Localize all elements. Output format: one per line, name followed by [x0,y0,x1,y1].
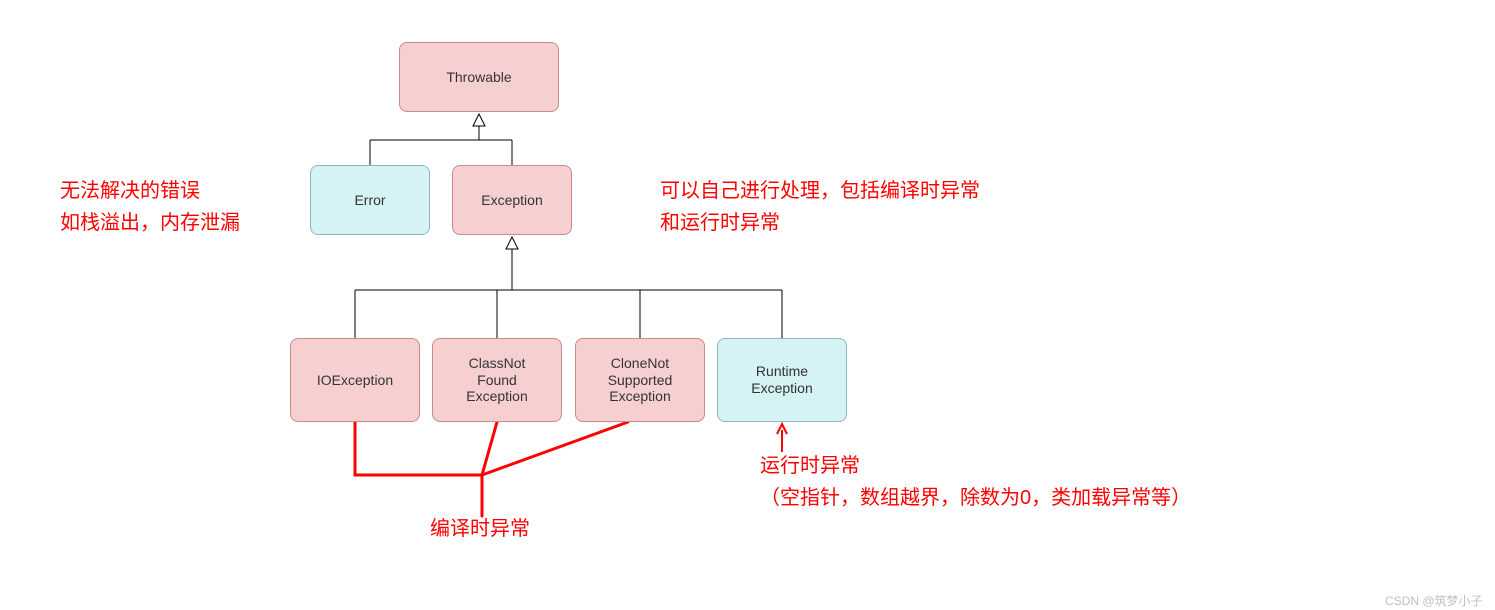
node-label: Runtime Exception [751,363,812,397]
connector-layer [0,0,1495,610]
node-label: Error [354,192,385,209]
annotation-compile-time: 编译时异常 [430,513,530,545]
red-compile-lines [355,422,628,516]
node-exception: Exception [452,165,572,235]
watermark: CSDN @筑梦小子 [1385,592,1483,609]
annotation-line: （空指针，数组越界，除数为0，类加载异常等） [760,482,1191,514]
node-label: Exception [481,192,542,209]
annotation-text: 编译时异常 [430,518,530,540]
annotation-line: 如栈溢出，内存泄漏 [60,207,240,239]
node-error: Error [310,165,430,235]
node-label: Throwable [446,69,511,86]
node-ioexception: IOException [290,338,420,422]
red-runtime-arrow [777,424,787,452]
node-runtime: Runtime Exception [717,338,847,422]
node-clonenot: CloneNot Supported Exception [575,338,705,422]
annotation-line: 可以自己进行处理，包括编译时异常 [660,175,980,207]
node-classnotfound: ClassNot Found Exception [432,338,562,422]
tree-level1 [370,114,512,165]
node-label: IOException [317,372,393,389]
annotation-line: 无法解决的错误 [60,175,240,207]
node-throwable: Throwable [399,42,559,112]
annotation-error: 无法解决的错误 如栈溢出，内存泄漏 [60,175,240,239]
annotation-exception: 可以自己进行处理，包括编译时异常 和运行时异常 [660,175,980,239]
node-label: ClassNot Found Exception [466,355,527,405]
annotation-line: 和运行时异常 [660,207,980,239]
node-label: CloneNot Supported Exception [608,355,673,405]
tree-level2 [355,237,782,338]
annotation-runtime: 运行时异常 （空指针，数组越界，除数为0，类加载异常等） [760,450,1191,514]
watermark-text: CSDN @筑梦小子 [1385,594,1483,608]
annotation-line: 运行时异常 [760,450,1191,482]
